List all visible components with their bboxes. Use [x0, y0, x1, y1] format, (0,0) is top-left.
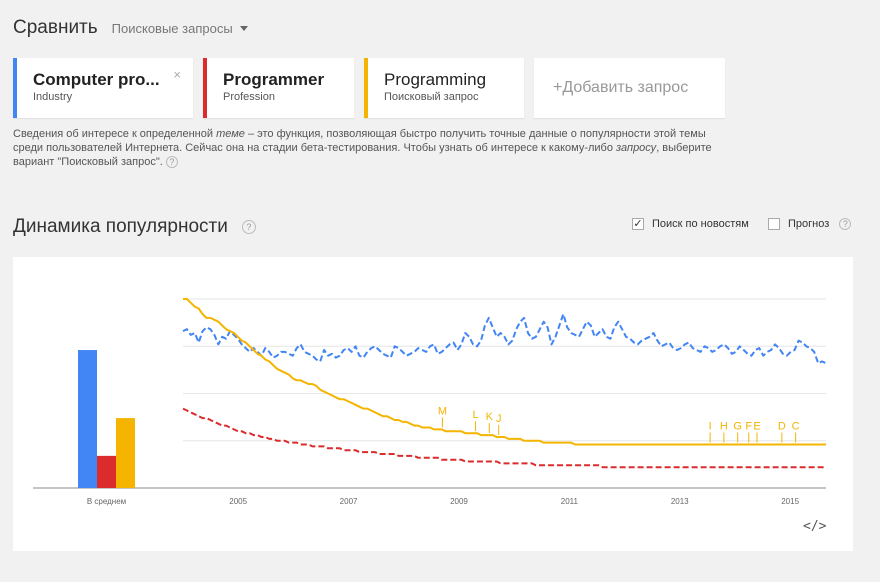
- term-card-subtitle: Industry: [33, 91, 73, 103]
- series-line: [182, 313, 827, 365]
- term-card-3[interactable]: Programming Поисковый запрос: [364, 58, 524, 118]
- x-tick-label: 2011: [561, 497, 579, 506]
- term-card-title: Programmer: [223, 70, 325, 89]
- term-card-subtitle: Profession: [223, 91, 275, 103]
- forecast-option[interactable]: Прогноз ?: [768, 218, 852, 230]
- annotation-label: J: [496, 413, 502, 425]
- annotation-label: C: [792, 421, 800, 433]
- annotation-label: M: [438, 405, 447, 417]
- x-tick-label: 2009: [450, 497, 468, 506]
- page-title: Сравнить: [13, 17, 98, 38]
- info-text-emphasis: запросу: [616, 142, 657, 154]
- term-card-title: Programming: [384, 70, 487, 89]
- term-card-1[interactable]: Computer pro... Industry ×: [13, 58, 193, 118]
- average-bar-label: В среднем: [87, 497, 126, 506]
- annotation-label: D: [778, 421, 786, 433]
- info-text-part: Сведения об интересе к определенной: [13, 128, 217, 140]
- annotation-label: F: [745, 421, 752, 433]
- topic-info-text: Сведения об интересе к определенной теме…: [13, 127, 713, 169]
- help-icon[interactable]: ?: [241, 220, 256, 234]
- annotation-label: I: [709, 421, 712, 433]
- annotation-label: E: [753, 421, 760, 433]
- term-card-subtitle: Поисковый запрос: [384, 91, 479, 103]
- average-bar: [78, 350, 97, 488]
- average-bar: [97, 455, 116, 488]
- info-text-emphasis: теме: [216, 128, 245, 140]
- x-tick-label: 2007: [340, 497, 358, 506]
- add-query-button[interactable]: +Добавить запрос: [534, 58, 725, 118]
- annotation-label: K: [486, 411, 494, 423]
- embed-code-icon[interactable]: </>: [803, 519, 827, 534]
- search-type-label: Поисковые запросы: [111, 21, 233, 36]
- help-icon[interactable]: ?: [165, 156, 178, 169]
- interest-chart-panel: В среднем 2005 2007 2009 2011 2013 2015 M L K J I H G…: [13, 257, 853, 551]
- term-card-2[interactable]: Programmer Profession: [203, 58, 354, 118]
- x-tick-label: 2005: [229, 497, 247, 506]
- x-tick-label: 2013: [671, 497, 689, 506]
- search-type-dropdown[interactable]: Поисковые запросы: [112, 21, 248, 36]
- info-text-part: , выберите вариант "Поисковый запрос".: [13, 142, 712, 168]
- series-line: [183, 298, 826, 446]
- average-bar: [116, 418, 135, 488]
- annotation-label: H: [720, 421, 728, 433]
- forecast-checkbox[interactable]: [768, 218, 780, 230]
- interest-chart: В среднем 2005 2007 2009 2011 2013 2015 M L K J I H G…: [33, 298, 827, 506]
- close-icon[interactable]: ×: [173, 67, 181, 82]
- news-search-option[interactable]: ✓ Поиск по новостям: [632, 218, 749, 230]
- annotation-label: L: [472, 409, 478, 421]
- section-title: Динамика популярности: [13, 216, 228, 237]
- forecast-label: Прогноз: [788, 218, 830, 230]
- annotation-label: G: [733, 421, 742, 433]
- interest-over-time-heading: Динамика популярности?: [13, 216, 256, 238]
- news-search-checkbox[interactable]: ✓: [632, 217, 644, 230]
- series-line: [182, 407, 826, 469]
- info-text-part: – это функция, позволяющая быстро получи…: [13, 128, 706, 154]
- help-icon[interactable]: ?: [839, 218, 852, 230]
- term-card-title: Computer pro...: [33, 70, 160, 89]
- news-search-label: Поиск по новостям: [652, 218, 749, 230]
- compare-header: Сравнить Поисковые запросы: [13, 17, 248, 39]
- chevron-down-icon: [239, 26, 248, 31]
- x-tick-label: 2015: [781, 497, 799, 506]
